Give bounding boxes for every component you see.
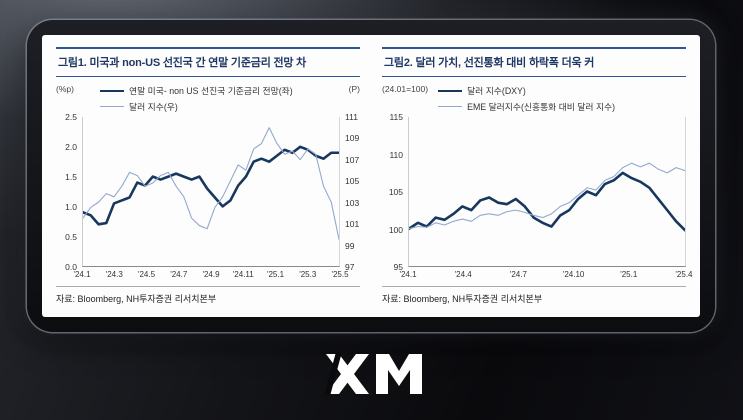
figure-1-y-axis-ticks-right: 111 109 107 105 103 101 99 97 (345, 112, 360, 272)
figure-2-line-chart (409, 117, 685, 266)
figure-1-title: 그림1. 미국과 non-US 선진국 간 연말 기준금리 전망 차 (56, 47, 360, 77)
figure-2-x-axis-ticks: '24.1'24.4'24.7'24.10'25.1'25.4 (399, 270, 693, 279)
figure-2-title: 그림2. 달러 가치, 선진통화 대비 하락폭 더욱 커 (382, 47, 686, 77)
figure-1-source-note: 자료: Bloomberg, NH투자증권 리서치본부 (56, 286, 360, 305)
legend-label: 연말 미국- non US 선진국 기준금리 전망(좌) (129, 86, 293, 96)
figure-2-plot-row: 115 110 105 100 95 (382, 112, 686, 272)
figure-1-plot-area (82, 117, 340, 267)
figure-2-legend: 달러 지수(DXY) EME 달러지수(신흥통화 대비 달러 지수) (438, 84, 615, 113)
figure-1-header-row: (%p) 연말 미국- non US 선진국 기준금리 전망(좌) 달러 지수(우… (56, 84, 360, 113)
legend-line-swatch (100, 106, 124, 107)
figure-1-legend: 연말 미국- non US 선진국 기준금리 전망(좌) 달러 지수(우) (100, 84, 293, 113)
legend-item: 연말 미국- non US 선진국 기준금리 전망(좌) (100, 84, 293, 97)
legend-label: 달러 지수(우) (129, 102, 178, 112)
figure-1-plot-row: 2.5 2.0 1.5 1.0 0.5 0.0 111 109 107 105 103 101 99 9… (56, 112, 360, 272)
xm-logo (322, 352, 422, 400)
figure-1-rate-gap-chart: 그림1. 미국과 non-US 선진국 간 연말 기준금리 전망 차 (%p) … (56, 47, 360, 305)
figure-2-y-axis-ticks-left: 115 110 105 100 95 (388, 112, 403, 272)
xm-logo-graphic (323, 352, 422, 396)
figure-1-line-chart (83, 117, 339, 266)
figure-2-plot-area (408, 117, 686, 267)
figure-2-header-row: (24.01=100) 달러 지수(DXY) EME 달러지수(신흥통화 대비 달… (382, 84, 686, 113)
chart-panel-frame: 그림1. 미국과 non-US 선진국 간 연말 기준금리 전망 차 (%p) … (27, 20, 715, 332)
legend-label: EME 달러지수(신흥통화 대비 달러 지수) (467, 102, 616, 112)
legend-item: 달러 지수(DXY) (438, 84, 615, 97)
y-axis-unit-right: (P) (348, 84, 360, 94)
figure-2-source-note: 자료: Bloomberg, NH투자증권 리서치본부 (382, 286, 686, 305)
y-axis-unit-left: (24.01=100) (382, 84, 429, 94)
figure-2-dollar-index-chart: 그림2. 달러 가치, 선진통화 대비 하락폭 더욱 커 (24.01=100)… (382, 47, 693, 305)
legend-label: 달러 지수(DXY) (467, 86, 526, 96)
legend-line-swatch (100, 89, 124, 92)
figure-1-y-axis-ticks-left: 2.5 2.0 1.5 1.0 0.5 0.0 (65, 112, 77, 272)
legend-item: 달러 지수(우) (100, 100, 293, 113)
legend-line-swatch (438, 89, 463, 92)
figure-1-x-axis-ticks: '24.1'24.3'24.5'24.7'24.9'24.11'25.1'25.… (73, 270, 349, 279)
legend-item: EME 달러지수(신흥통화 대비 달러 지수) (438, 100, 615, 113)
y-axis-unit-left: (%p) (56, 84, 74, 94)
legend-line-swatch (438, 106, 463, 107)
report-card: 그림1. 미국과 non-US 선진국 간 연말 기준금리 전망 차 (%p) … (42, 35, 700, 317)
